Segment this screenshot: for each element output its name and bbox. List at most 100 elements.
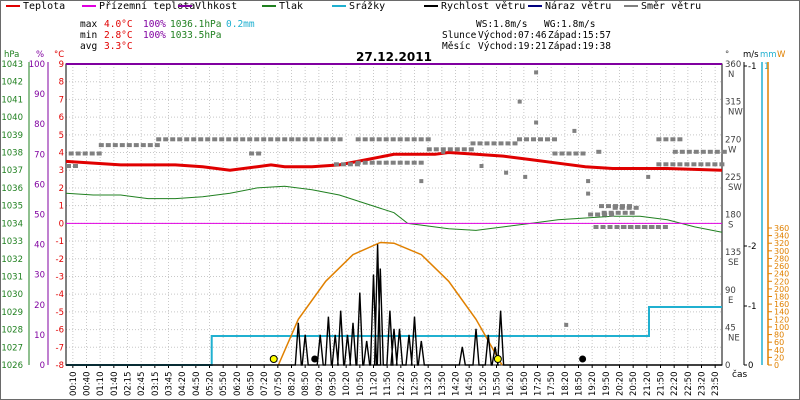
legend-swatch [624, 5, 638, 7]
wind-dir-mark [425, 137, 431, 142]
sun-marker [493, 355, 502, 363]
wind-dir-tick-label: 0 [725, 361, 730, 371]
solar-tick-label: 40 [774, 346, 784, 355]
legend-label: Tlak [279, 1, 304, 12]
wind-dir-dot [564, 322, 569, 327]
x-tick-label: 09:50 [329, 372, 339, 397]
legend-label: Směr větru [641, 1, 702, 12]
legend-swatch [6, 5, 20, 7]
wind-dir-mark [390, 160, 396, 165]
wind-dir-mark [656, 162, 662, 167]
wind-dir-mark [512, 141, 518, 146]
wind-dir-mark [98, 143, 104, 148]
wind-dir-mark [612, 205, 618, 210]
legend-label: Náraz větru [545, 1, 612, 12]
x-tick-label: 08:20 [288, 372, 298, 397]
stats-max-hum: 100% [143, 19, 166, 30]
wind-dir-mark [670, 137, 676, 142]
wind-dir-mark [721, 149, 727, 154]
wind-dir-dot [534, 120, 539, 125]
wind-dir-mark [566, 151, 572, 156]
temperature-tick-label: 9 [59, 60, 64, 70]
humidity-tick-label: 30 [34, 271, 45, 281]
wind-dir-label: S [728, 221, 733, 231]
temperature-tick-label: -5 [56, 308, 64, 318]
wind-dir-mark [559, 151, 565, 156]
x-tick-label: 17:20 [534, 372, 544, 397]
stats-min-label: min [80, 30, 98, 41]
wind-gust-text: WG:1.8m/s [544, 19, 596, 30]
stats-max-press: 1036.1hPa [170, 19, 222, 30]
x-tick-label: 23:20 [698, 372, 708, 397]
wind-dir-mark [418, 160, 424, 165]
legend-item-0: Teplota [6, 1, 65, 12]
wind-dir-mark [337, 137, 343, 142]
hpa-tick-label: 1040 [1, 113, 23, 123]
wind-dir-mark [154, 143, 160, 148]
legend-swatch [178, 5, 192, 7]
x-tick-label: 03:45 [165, 372, 175, 397]
wind-dir-mark [656, 137, 662, 142]
wind-dir-dot [646, 174, 651, 179]
wind-speed-tick-label: 0 [748, 361, 753, 371]
temperature-tick-label: -8 [56, 361, 64, 371]
solar-tick-label: 360 [774, 224, 789, 233]
wind-dir-mark [140, 143, 146, 148]
x-tick-label: 12:20 [397, 372, 407, 397]
wind-dir-mark [82, 151, 88, 156]
temperature-tick-label: -6 [56, 326, 64, 336]
wind-dir-label: E [728, 296, 733, 306]
chart-title: 27.12.2011 [356, 50, 432, 64]
wind-dir-mark [177, 137, 183, 142]
wind-dir-dot [586, 191, 591, 196]
x-tick-label: 13:50 [438, 372, 448, 397]
wind-dir-mark [347, 162, 353, 167]
x-tick-label: 07:50 [274, 372, 284, 397]
wind-dir-mark [404, 137, 410, 142]
wind-dir-mark [282, 137, 288, 142]
x-tick-label: 15:20 [479, 372, 489, 397]
temperature-tick-label: -2 [56, 255, 64, 265]
x-tick-label: 01:40 [110, 372, 120, 397]
wind-dir-mark [629, 210, 635, 215]
wind-dir-mark [693, 149, 699, 154]
solar-tick-label: 80 [774, 331, 784, 340]
wind-dir-mark [626, 205, 632, 210]
solar-tick-label: 240 [774, 270, 789, 279]
x-tick-label: 07:20 [260, 372, 270, 397]
x-tick-label: 15:50 [493, 372, 503, 397]
wind-dir-mark [75, 151, 81, 156]
wind-dir-mark [552, 151, 558, 156]
wind-speed-unit: m/s [743, 50, 759, 60]
wind-dir-mark [323, 137, 329, 142]
stats-avg-label: avg [80, 41, 98, 52]
humidity-tick-label: 70 [34, 150, 45, 160]
wind-dir-mark [163, 137, 169, 142]
moonset-text: Západ:19:38 [548, 41, 611, 52]
legend-item-5: Rychlost větru [424, 1, 525, 12]
wind-dir-mark [677, 137, 683, 142]
wind-dir-mark [89, 151, 95, 156]
x-tick-label: 13:20 [424, 372, 434, 397]
wind-dir-mark [362, 137, 368, 142]
wind-speed-tick-label: -1 [748, 302, 756, 312]
wind-dir-dot [479, 164, 484, 168]
wind-dir-mark [133, 143, 139, 148]
x-tick-label: 00:10 [69, 372, 79, 397]
temperature-tick-label: 2 [59, 184, 64, 194]
temperature-tick-label: -4 [56, 290, 64, 300]
wind-dir-mark [719, 162, 725, 167]
wind-dir-mark [622, 210, 628, 215]
x-tick-label: 04:20 [178, 372, 188, 397]
wind-dir-mark [642, 225, 648, 229]
wind-dir-dot [517, 99, 522, 104]
hpa-tick-label: 1028 [1, 326, 23, 336]
temperature-tick-label: 5 [59, 131, 64, 141]
wind-dir-mark [677, 162, 683, 167]
wind-dir-mark [588, 212, 594, 217]
wind-speed-tick-label: -2 [748, 242, 756, 252]
x-tick-label: 20:20 [616, 372, 626, 397]
wind-dir-label: NW [728, 108, 743, 118]
series-wind-speed [66, 244, 722, 366]
legend-item-4: Srážky [332, 1, 385, 12]
